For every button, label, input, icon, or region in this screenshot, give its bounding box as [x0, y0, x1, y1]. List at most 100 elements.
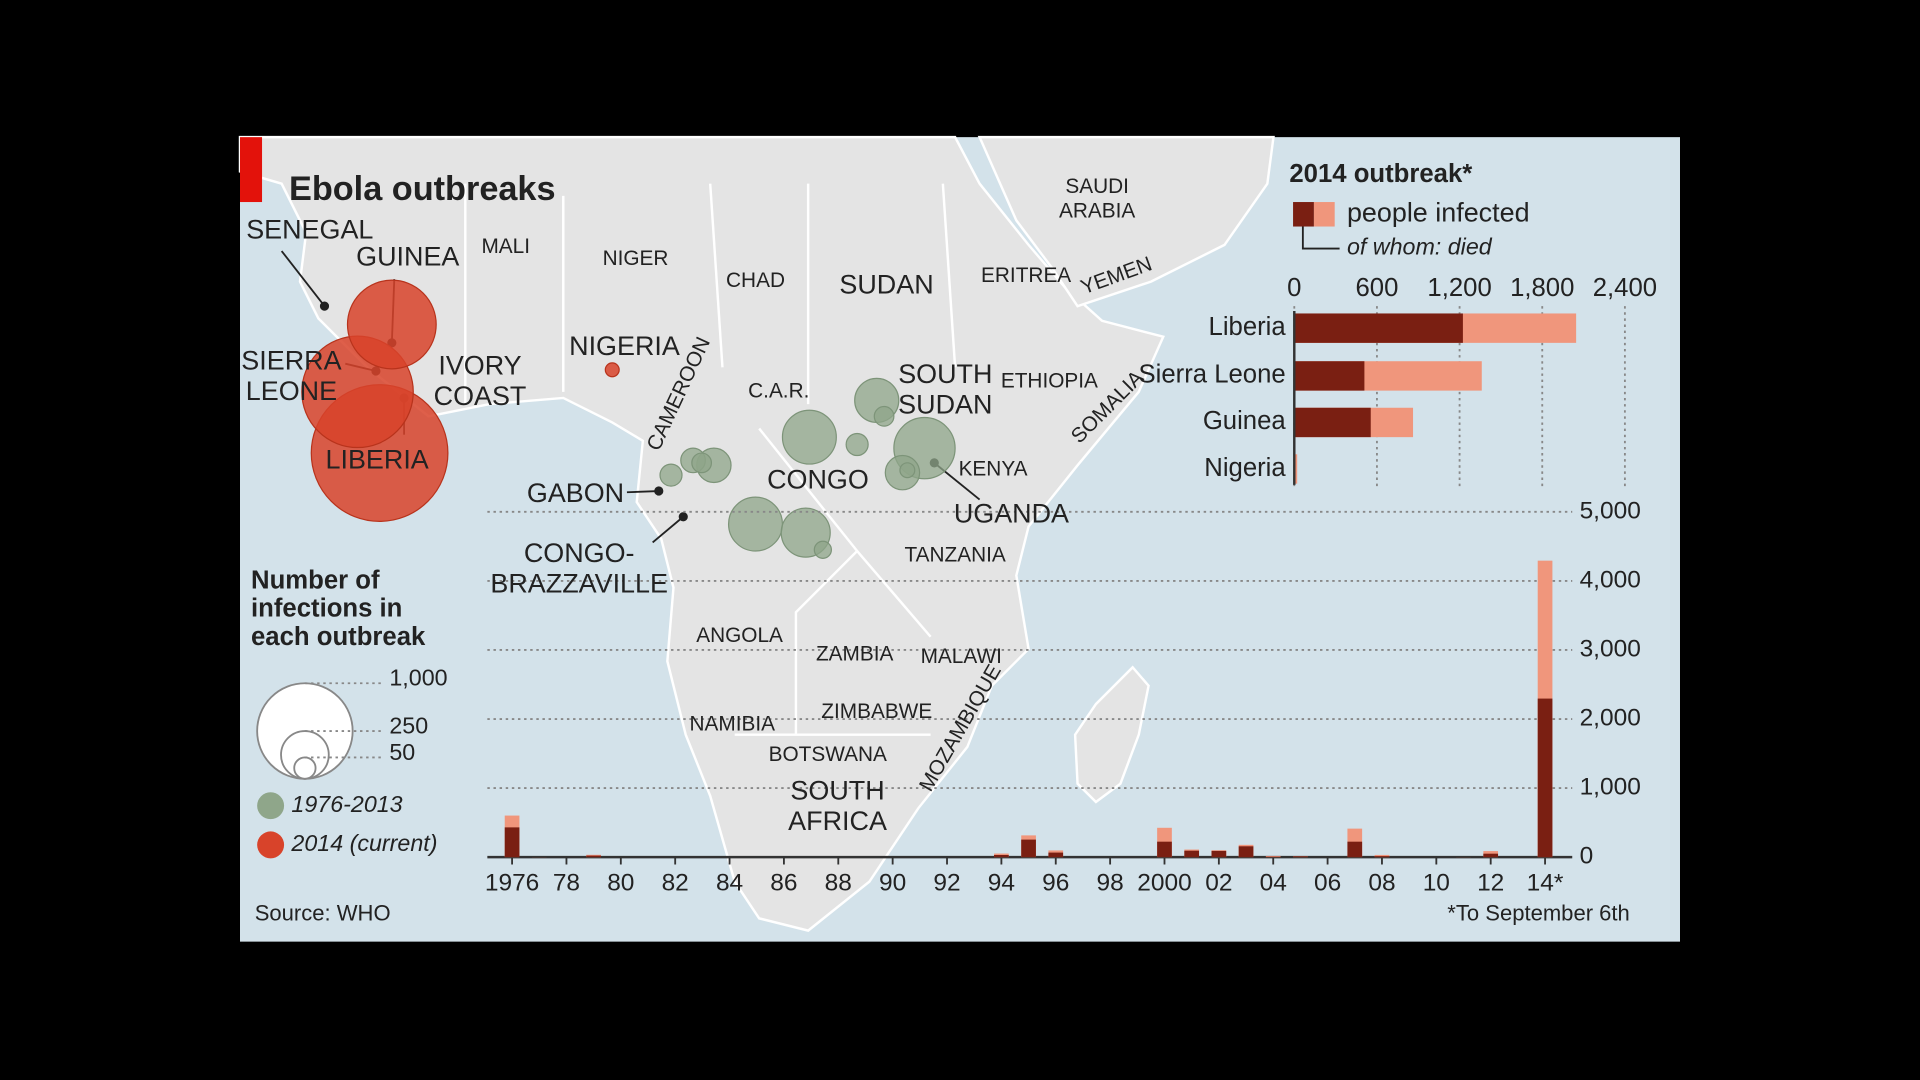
bar	[1048, 852, 1064, 858]
bar	[1157, 841, 1172, 858]
map-label: UGANDA	[954, 499, 1069, 529]
legend-swatch	[1313, 202, 1335, 227]
map-label: SUDAN	[898, 390, 992, 420]
map-label: KENYA	[959, 458, 1028, 481]
map-label: SUDAN	[839, 270, 933, 300]
y-tick-label: Nigeria	[1204, 454, 1286, 482]
bar	[1294, 313, 1463, 343]
bar	[1238, 846, 1254, 858]
legend-label: people infected	[1347, 197, 1530, 227]
footnote: *To September 6th	[1447, 901, 1629, 926]
bar	[1265, 855, 1281, 858]
x-tick-label: 12	[1477, 870, 1504, 897]
bar	[586, 855, 601, 858]
x-tick-label: 0	[1287, 274, 1301, 302]
y-tick-label: 3,000	[1580, 635, 1641, 662]
x-tick-label: 94	[988, 870, 1015, 897]
bubble-legend-title: Number of	[251, 566, 380, 594]
legend-label: 1976-2013	[291, 791, 402, 817]
legend-label: of whom: died	[1347, 234, 1493, 260]
outbreak-bubble-2014	[604, 362, 620, 378]
map-label: ERITREA	[981, 264, 1071, 287]
source: Source: WHO	[255, 901, 391, 926]
x-tick-label: 90	[879, 870, 906, 897]
map-label: NAMIBIA	[689, 712, 775, 735]
x-tick-label: 86	[770, 870, 797, 897]
x-tick-label: 08	[1368, 870, 1395, 897]
legend-swatch	[1293, 202, 1314, 227]
map-label: CHAD	[726, 269, 785, 292]
bar	[1184, 850, 1200, 858]
bar	[994, 855, 1009, 858]
outbreak-bubble	[781, 409, 837, 465]
outbreak-bubble	[845, 432, 869, 457]
map-label: AFRICA	[788, 806, 887, 836]
bubble-legend-size	[293, 756, 317, 780]
y-tick-label: 4,000	[1580, 566, 1641, 593]
y-tick-label: Liberia	[1209, 313, 1287, 341]
bar	[1537, 698, 1553, 858]
bubble-legend-label: 50	[389, 739, 415, 765]
map-label: MALI	[481, 235, 530, 258]
legend-label: 2014 (current)	[290, 830, 437, 856]
x-tick-label: 10	[1423, 870, 1450, 897]
x-tick-label: 88	[825, 870, 852, 897]
legend-swatch	[257, 792, 285, 820]
bar	[504, 827, 520, 858]
map-label: SOUTH	[790, 775, 884, 805]
bar	[1294, 407, 1371, 438]
x-tick-label: 02	[1205, 870, 1232, 897]
map-label: BOTSWANA	[769, 743, 887, 766]
map-label: ZIMBABWE	[821, 700, 932, 723]
y-tick-label: Sierra Leone	[1139, 361, 1286, 389]
bar	[1294, 361, 1365, 391]
map-label: LIBERIA	[326, 445, 429, 475]
y-tick-label: 5,000	[1580, 497, 1641, 524]
outbreak-bubble	[899, 462, 916, 479]
map-label: IVORY	[438, 350, 521, 380]
map-label: ETHIOPIA	[1001, 370, 1098, 393]
x-tick-label: 80	[607, 870, 634, 897]
bubble-legend-label: 250	[389, 712, 428, 738]
y-tick-label: 0	[1580, 843, 1594, 870]
x-tick-label: 78	[553, 870, 580, 897]
y-tick-label: Guinea	[1203, 407, 1287, 435]
map-label: CONGO	[767, 464, 869, 494]
x-tick-label: 06	[1314, 870, 1341, 897]
map-label: GABON	[527, 478, 624, 508]
map-label: C.A.R.	[748, 379, 809, 402]
legend-bracket	[1301, 226, 1340, 250]
bar	[1374, 856, 1390, 858]
map-label: TANZANIA	[904, 543, 1005, 566]
bubble-legend-label: 1,000	[389, 665, 447, 691]
y-tick-label: 2,000	[1580, 704, 1641, 731]
map-label: SOUTH	[898, 359, 992, 389]
map-label: CONGO-	[524, 538, 635, 568]
map-label: COAST	[434, 381, 527, 411]
x-tick-label: 600	[1355, 274, 1398, 302]
x-tick-label: 1,800	[1510, 274, 1574, 302]
bar	[1211, 850, 1227, 858]
title-bar	[240, 137, 263, 203]
map-label: ANGOLA	[696, 624, 783, 647]
map-label: MALAWI	[921, 645, 1002, 668]
bar	[1293, 856, 1308, 858]
x-tick-label: 2000	[1137, 870, 1191, 897]
map-label: SIERRA	[241, 346, 341, 376]
x-tick-label: 1976	[485, 870, 539, 897]
outbreak-bubble	[873, 405, 895, 427]
x-tick-label: 92	[933, 870, 960, 897]
bubble-legend-title: infections in	[251, 595, 402, 623]
map-label: LEONE	[246, 376, 337, 406]
legend-swatch	[257, 831, 285, 859]
x-tick-label: 82	[662, 870, 689, 897]
x-tick-label: 84	[716, 870, 743, 897]
outbreak-bubble	[727, 496, 784, 552]
bar	[1294, 454, 1298, 484]
chart-title: 2014 outbreak*	[1289, 160, 1472, 188]
bar	[1021, 839, 1036, 858]
bar	[1483, 853, 1499, 858]
madagascar	[1073, 665, 1150, 804]
